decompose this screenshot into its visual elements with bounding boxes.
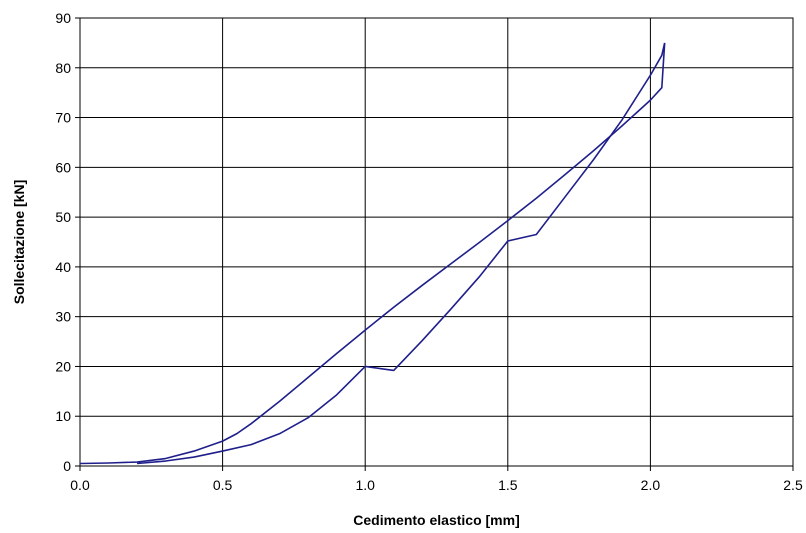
y-tick-label: 20 <box>55 358 71 374</box>
y-tick-label: 60 <box>55 159 71 175</box>
y-tick-label: 90 <box>55 10 71 26</box>
y-tick-label: 30 <box>55 309 71 325</box>
unloading-curve <box>136 42 666 465</box>
x-tick-label: 0.5 <box>213 477 233 493</box>
loading-curve <box>79 42 666 465</box>
tick-labels: 0.0 0.5 1.0 1.5 2.0 2.5 0 10 20 30 40 50 60 70 80 90 <box>55 10 803 493</box>
x-tick-label: 2.5 <box>783 477 803 493</box>
y-tick-label: 70 <box>55 110 71 126</box>
y-axis-title: Sollecitazione [kN] <box>11 180 27 304</box>
x-tick-label: 1.5 <box>498 477 518 493</box>
y-tick-label: 80 <box>55 60 71 76</box>
x-tick-label: 2.0 <box>641 477 661 493</box>
x-tick-label: 0.0 <box>70 477 90 493</box>
plot-frame <box>79 17 794 467</box>
grid-lines <box>79 17 794 467</box>
x-tick-label: 1.0 <box>355 477 375 493</box>
y-tick-label: 40 <box>55 259 71 275</box>
x-axis-title: Cedimento elastico [mm] <box>353 512 519 528</box>
y-tick-label: 0 <box>63 458 71 474</box>
y-tick-label: 50 <box>55 209 71 225</box>
y-tick-label: 10 <box>55 408 71 424</box>
series-layer <box>79 42 666 465</box>
